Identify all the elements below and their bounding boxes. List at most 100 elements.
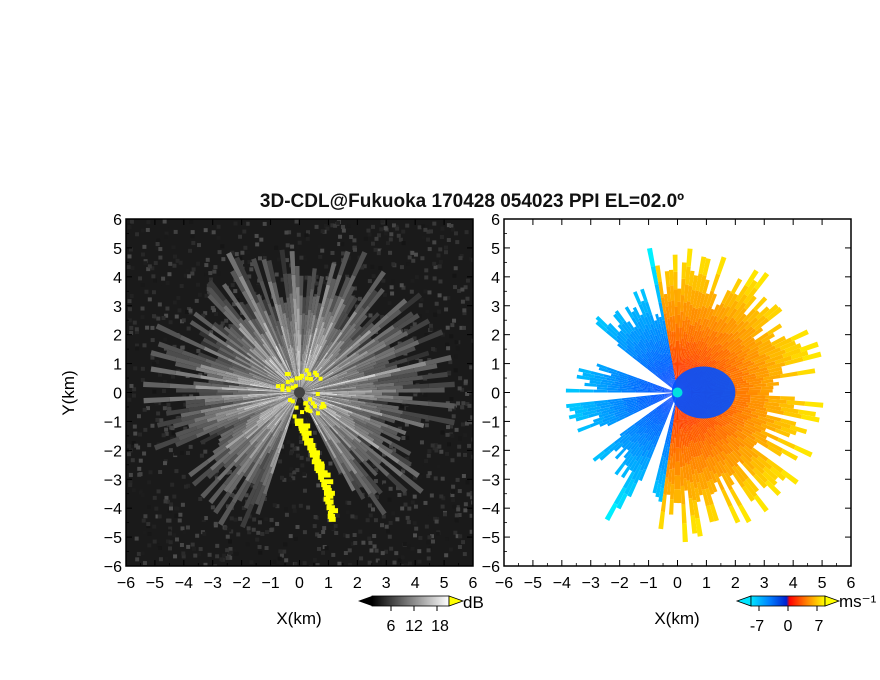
intensity-sector [296, 368, 300, 393]
intensity-sector [343, 327, 357, 343]
velocity-sector [741, 411, 759, 419]
velocity-sector [733, 327, 747, 341]
noise-pixel [173, 229, 178, 234]
velocity-sector [662, 406, 671, 422]
intensity-sector [381, 404, 399, 410]
noise-pixel [200, 516, 205, 521]
noise-pixel [381, 328, 386, 333]
noise-pixel [380, 523, 385, 528]
noise-pixel [340, 225, 345, 230]
velocity-sector [706, 456, 717, 475]
velocity-sector [626, 321, 636, 332]
velocity-sector [743, 422, 762, 434]
intensity-sector [220, 402, 241, 410]
noise-pixel [347, 223, 352, 228]
intensity-sector [208, 482, 227, 505]
noise-pixel [438, 279, 443, 284]
noise-pixel [348, 563, 353, 566]
intensity-sector [355, 394, 375, 398]
intensity-sector [299, 375, 320, 393]
noise-pixel [137, 466, 142, 471]
velocity-sector [699, 347, 712, 364]
noise-pixel [460, 287, 465, 292]
velocity-sector [698, 293, 706, 309]
velocity-sector [637, 343, 647, 355]
noise-pixel [170, 426, 175, 431]
intensity-sector [267, 437, 278, 454]
noise-pixel [445, 325, 450, 330]
intensity-sector [320, 427, 333, 447]
velocity-sector [692, 424, 702, 442]
x-tick-label: 0 [295, 575, 304, 592]
noise-pixel [405, 435, 410, 440]
velocity-sector [582, 403, 597, 410]
high-intensity-pixel [315, 391, 320, 396]
noise-pixel [243, 245, 248, 250]
intensity-sector [300, 402, 302, 409]
noise-pixel [314, 294, 319, 299]
intensity-sector [233, 453, 248, 468]
velocity-sector [696, 350, 708, 365]
velocity-sector [762, 471, 778, 486]
velocity-sector [751, 411, 767, 418]
velocity-sector [670, 285, 675, 301]
velocity-sector [596, 386, 608, 391]
intensity-sector [249, 392, 267, 395]
noise-pixel [183, 426, 188, 431]
x-tick-label: 1 [702, 575, 711, 592]
intensity-sector [370, 415, 386, 424]
intensity-sector [376, 397, 403, 404]
intensity-sector [248, 441, 264, 460]
noise-pixel [207, 552, 212, 557]
noise-pixel [457, 386, 462, 391]
intensity-sector [272, 282, 281, 305]
noise-pixel [158, 470, 163, 475]
intensity-sector [237, 348, 252, 360]
velocity-sector [603, 442, 616, 454]
intensity-sector [221, 283, 239, 304]
intensity-sector [225, 432, 246, 449]
velocity-sector [753, 355, 771, 365]
noise-pixel [197, 552, 202, 557]
noise-pixel [453, 403, 458, 408]
velocity-sector [694, 340, 701, 352]
noise-pixel [236, 532, 241, 537]
intensity-sector [200, 406, 221, 414]
velocity-sector [680, 346, 684, 363]
intensity-sector [351, 441, 372, 460]
high-intensity-pixel [319, 477, 325, 483]
velocity-sector [766, 458, 784, 474]
velocity-sector [677, 447, 680, 462]
noise-pixel [297, 240, 302, 245]
noise-pixel [312, 557, 317, 562]
noise-pixel [411, 258, 416, 263]
intensity-sector [339, 424, 362, 444]
noise-pixel [373, 247, 378, 252]
noise-pixel [404, 422, 409, 427]
velocity-sector [614, 463, 625, 476]
noise-pixel [193, 553, 198, 558]
intensity-sector [354, 424, 370, 436]
intensity-sector [287, 273, 293, 294]
velocity-sector [587, 406, 601, 412]
noise-pixel [172, 300, 177, 305]
velocity-sector [663, 353, 670, 367]
intensity-sector [188, 459, 210, 478]
velocity-sector [780, 396, 795, 401]
intensity-sector [382, 392, 399, 396]
intensity-sector [289, 293, 294, 314]
noise-pixel [394, 551, 399, 556]
noise-pixel [456, 507, 461, 512]
velocity-sector [655, 369, 664, 378]
intensity-sector [386, 473, 408, 494]
velocity-sector [702, 417, 717, 432]
noise-pixel [379, 227, 384, 232]
intensity-sector [237, 390, 259, 393]
noise-pixel [164, 427, 169, 432]
intensity-sector [308, 312, 314, 329]
velocity-sector [661, 372, 670, 383]
intensity-sector [185, 399, 205, 405]
intensity-sector [275, 345, 289, 370]
intensity-sector [242, 396, 262, 401]
noise-pixel [168, 448, 173, 453]
